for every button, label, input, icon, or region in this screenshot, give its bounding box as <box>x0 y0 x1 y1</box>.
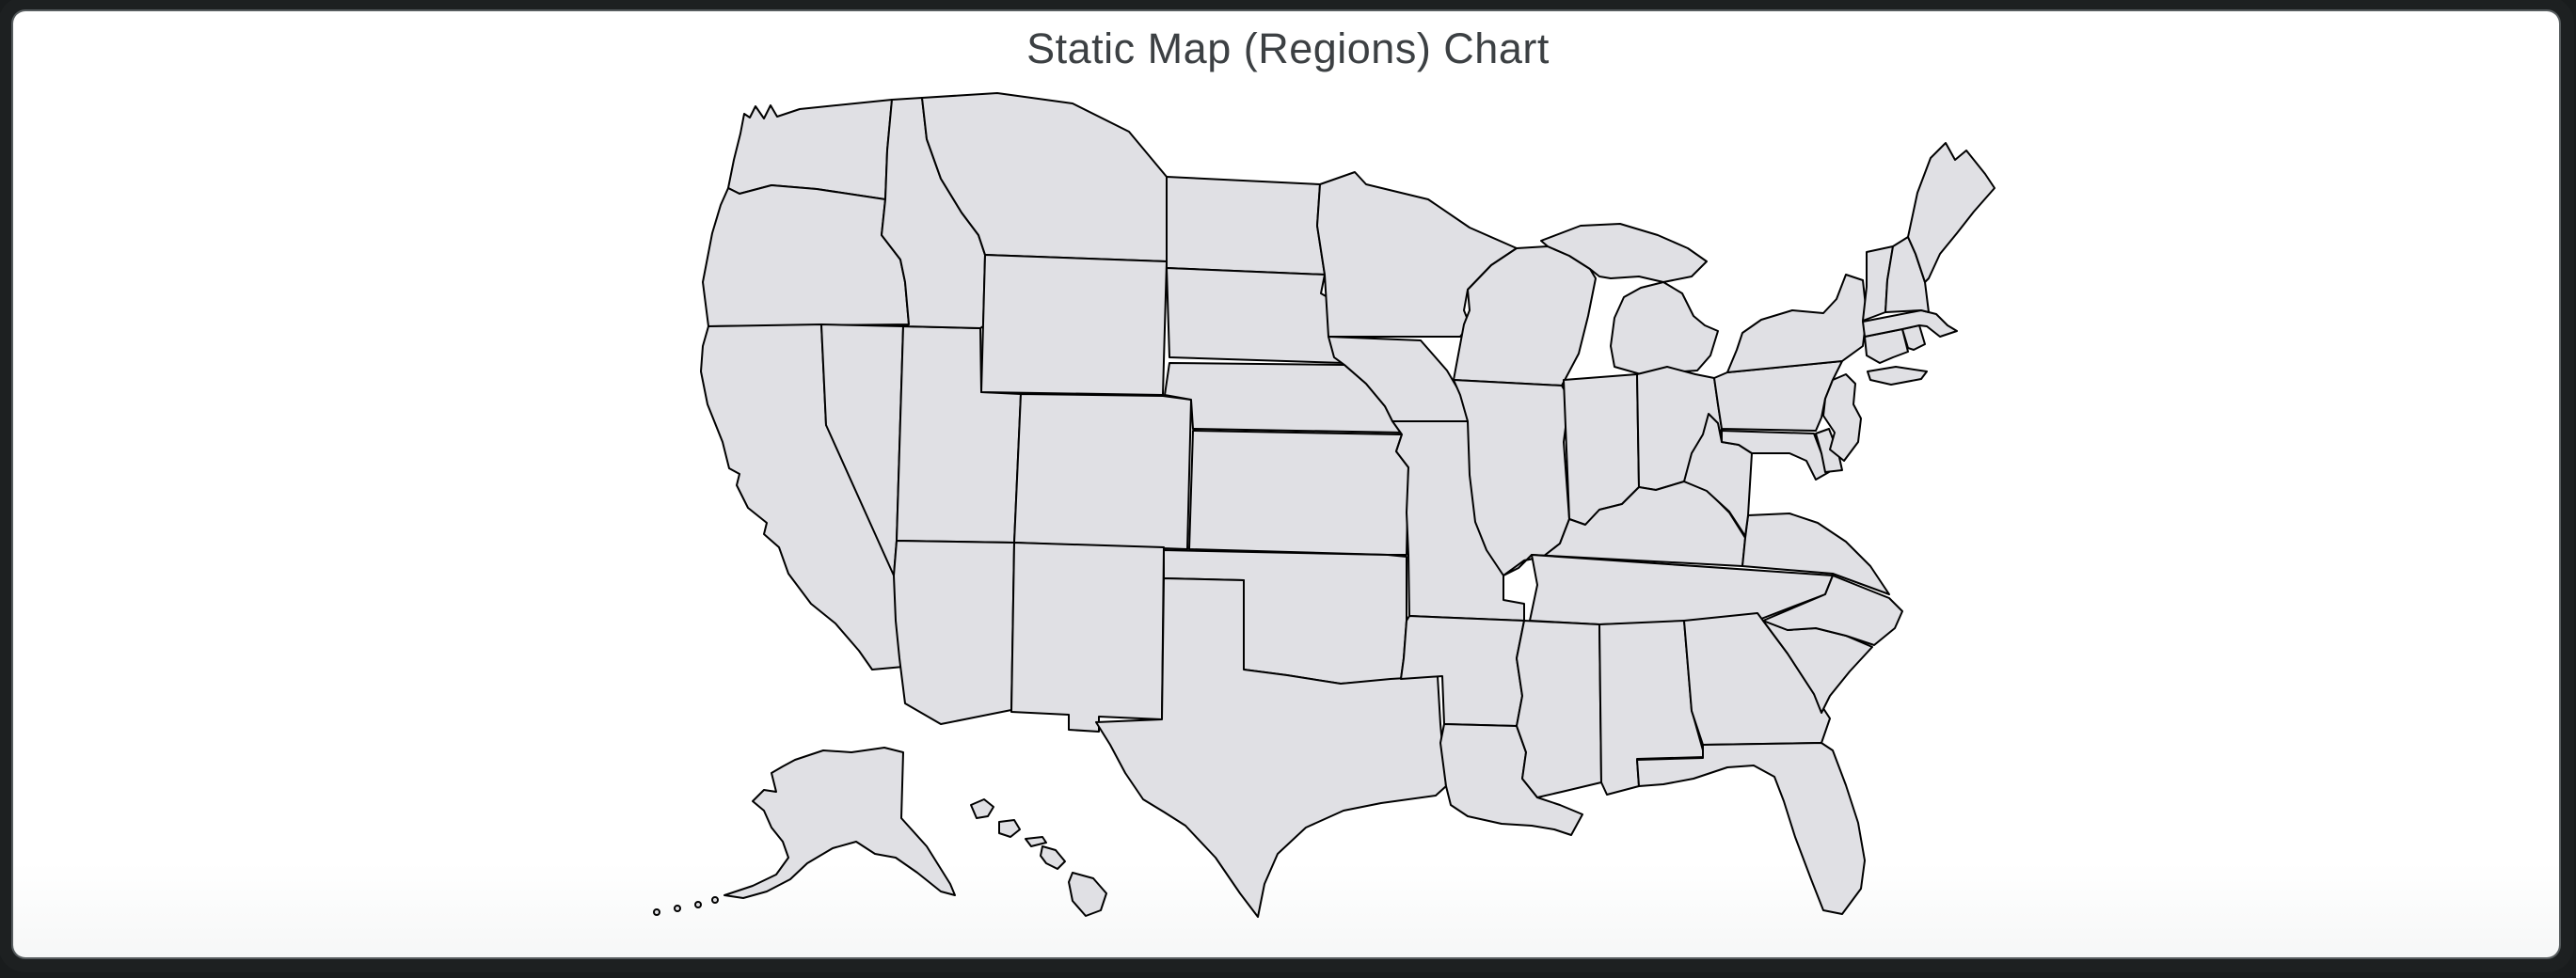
region-delaware <box>1815 428 1843 473</box>
region-virginia <box>1741 513 1890 595</box>
region-texas <box>1095 577 1447 918</box>
region-new-york <box>1726 274 1928 386</box>
region-kentucky <box>1503 481 1746 576</box>
region-washington <box>727 99 893 200</box>
region-new-mexico <box>1010 542 1165 733</box>
page-title: Static Map (Regions) Chart <box>1026 24 1550 72</box>
region-north-carolina <box>1762 575 1903 646</box>
region-massachusetts <box>1862 309 1958 338</box>
map-regions <box>653 92 1996 918</box>
region-oregon <box>702 184 910 327</box>
region-maryland <box>1721 430 1830 481</box>
region-florida <box>1636 742 1866 915</box>
region-arizona <box>893 540 1015 725</box>
region-north-dakota <box>1166 176 1326 276</box>
region-mississippi <box>1516 620 1602 798</box>
region-kansas <box>1188 430 1409 556</box>
region-maine <box>1907 142 1996 283</box>
region-south-dakota <box>1166 267 1345 364</box>
region-wyoming <box>980 254 1168 396</box>
region-hawaii <box>970 798 1107 917</box>
region-alaska <box>653 747 956 916</box>
region-new-jersey <box>1822 373 1862 462</box>
region-michigan <box>1540 223 1719 375</box>
region-colorado <box>1013 393 1192 550</box>
